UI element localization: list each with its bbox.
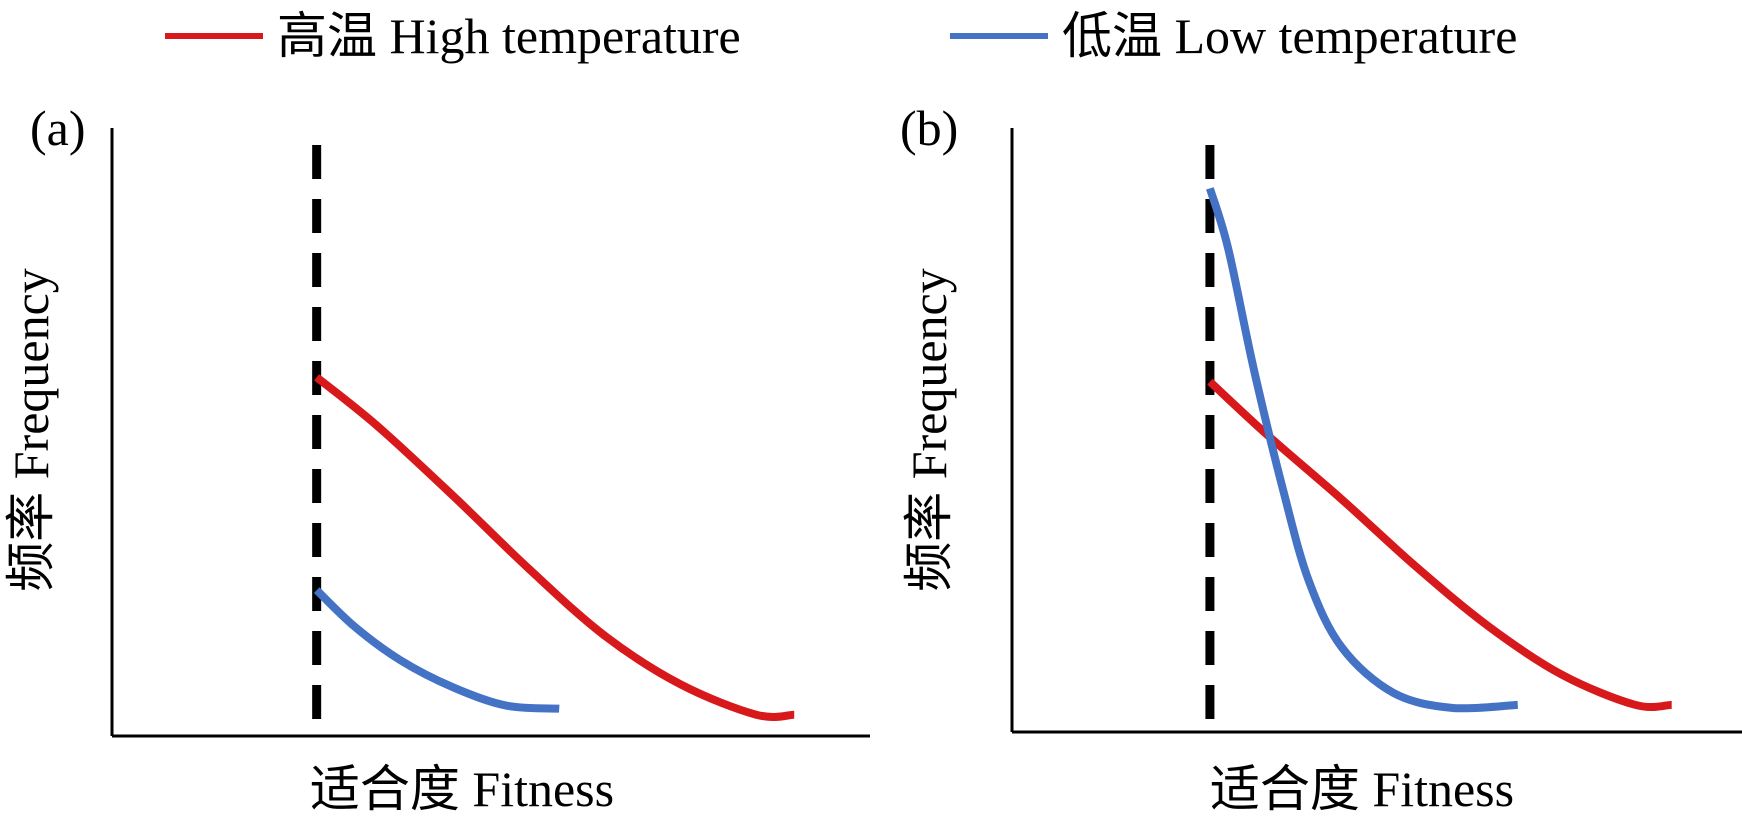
legend-item-low: 低温 Low temperature (950, 6, 1517, 66)
series-line-low-a (313, 587, 560, 713)
series-line-high-a (314, 374, 795, 721)
y-axis-label-b: 频率 Frequency (901, 268, 957, 592)
panel-label-a: (a) (30, 100, 86, 156)
legend-swatch-high (165, 33, 263, 39)
legend-label-high: 高温 High temperature (277, 8, 741, 64)
legend-label-low: 低温 Low temperature (1062, 8, 1518, 64)
legend: 高温 High temperature 低温 Low temperature (0, 0, 1742, 72)
x-axis-label-a: 适合度 Fitness (310, 761, 614, 817)
y-axis-label-a: 频率 Frequency (3, 268, 59, 592)
legend-swatch-low (950, 33, 1048, 39)
panel-label-b: (b) (900, 100, 958, 156)
series-line-low-b (1206, 187, 1519, 713)
x-axis-label-b: 适合度 Fitness (1210, 761, 1514, 817)
series-line-high-b (1207, 378, 1673, 712)
legend-item-high: 高温 High temperature (165, 6, 741, 66)
